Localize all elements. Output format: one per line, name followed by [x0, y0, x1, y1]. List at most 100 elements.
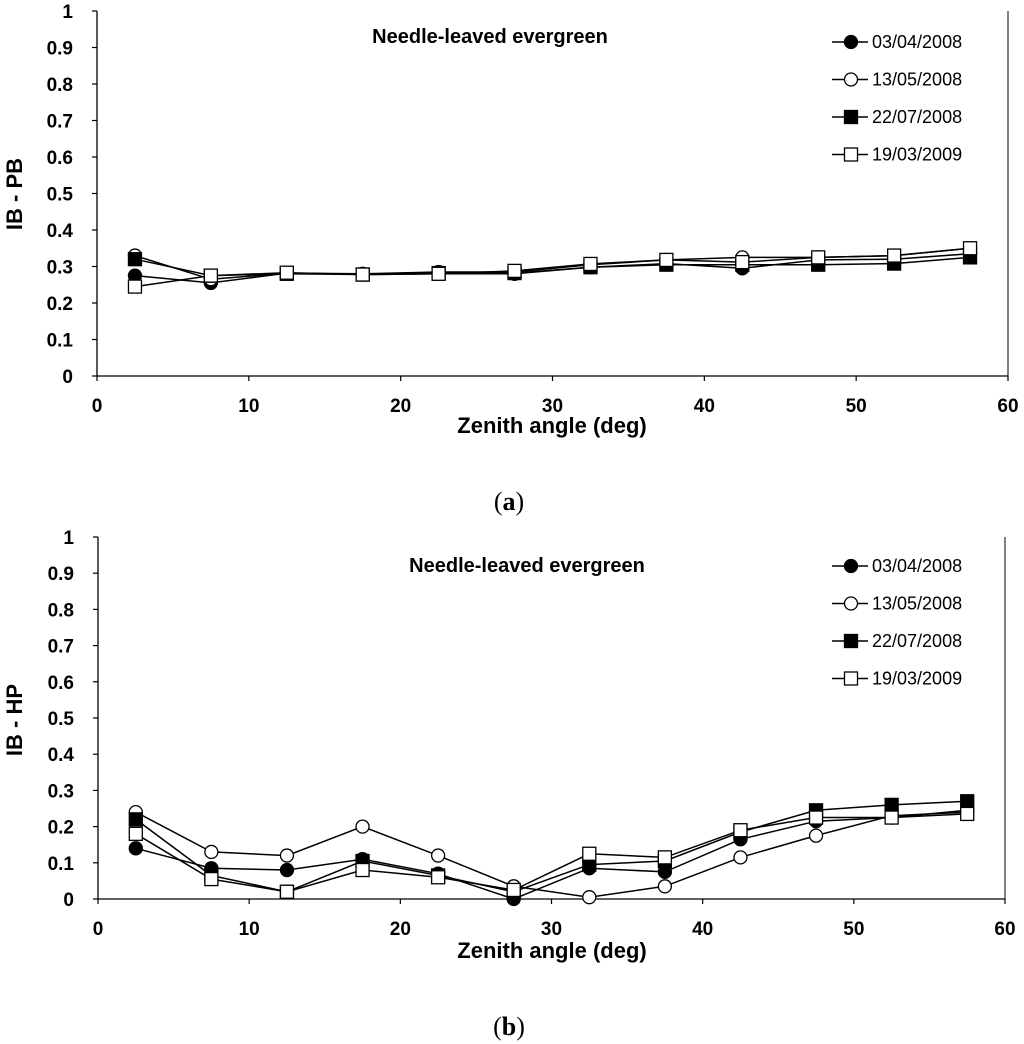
series-4-point: [204, 871, 219, 887]
series-4-point: [733, 823, 748, 838]
x-axis-label: Zenith angle (deg): [457, 413, 646, 438]
legend-marker: [843, 109, 859, 125]
chart-title: Needle-leaved evergreen: [372, 26, 608, 48]
y-tick-label: 0.6: [47, 148, 73, 169]
panel-b: Needle-leaved evergreen Zenith angle (de…: [2, 528, 1016, 1041]
series-4-point: [583, 256, 598, 272]
series-4-point: [582, 846, 597, 861]
y-tick-label: 0.7: [47, 112, 73, 133]
x-tick-label: 20: [390, 396, 411, 417]
series-4-point: [960, 806, 975, 822]
x-tick-label: 30: [542, 396, 563, 417]
legend-label: 19/03/2009: [872, 669, 962, 689]
legend-label: 13/05/2008: [872, 70, 962, 90]
y-tick-label: 0.5: [48, 709, 75, 730]
x-tick-label: 0: [92, 396, 103, 417]
legend-label: 22/07/2008: [872, 107, 962, 127]
legend-marker: [843, 72, 859, 87]
series-4-point: [127, 279, 143, 294]
x-axis-label: Zenith angle (deg): [457, 938, 646, 963]
series-2-point: [657, 879, 673, 894]
series-2-point: [808, 828, 824, 843]
series-4-point: [657, 850, 673, 865]
series-4-point: [735, 254, 750, 270]
series-2-point: [355, 819, 370, 834]
y-axis-label: IB - PB: [2, 158, 27, 230]
legend-label: 22/07/2008: [872, 631, 962, 651]
series-line-3: [134, 256, 971, 277]
x-tick-label: 10: [239, 919, 260, 940]
legend-marker: [843, 596, 859, 611]
legend-marker: [843, 671, 859, 686]
x-tick-label: 0: [93, 919, 104, 940]
y-tick-label: 0.3: [47, 258, 73, 279]
y-tick-label: 0.2: [48, 818, 74, 839]
y-tick-label: 0.8: [48, 600, 74, 621]
series-2-point: [279, 848, 295, 863]
series-4-point: [431, 266, 446, 281]
x-tick-label: 20: [390, 919, 411, 940]
y-tick-label: 0.9: [47, 39, 73, 60]
caption-open-paren: (: [494, 487, 503, 516]
caption-open-paren: (: [493, 1012, 502, 1041]
caption-letter: b: [502, 1012, 516, 1041]
y-tick-label: 1: [62, 2, 73, 23]
legend-marker: [843, 147, 859, 162]
y-tick-label: 0.4: [48, 745, 75, 766]
series-2-point: [733, 850, 748, 865]
x-tick-label: 40: [694, 396, 715, 417]
legend-label: 03/04/2008: [872, 556, 962, 576]
legend-label: 13/05/2008: [872, 594, 962, 614]
legend-marker: [843, 558, 859, 574]
y-tick-label: 0.1: [48, 854, 75, 875]
series-4-point: [962, 241, 978, 256]
series-4-point: [808, 810, 824, 825]
y-tick-label: 1: [63, 528, 74, 549]
series-line-2: [135, 811, 968, 898]
series-line-4: [135, 813, 968, 893]
legend-marker: [843, 633, 859, 649]
x-tick-label: 40: [692, 919, 713, 940]
legend-marker: [843, 34, 859, 50]
series-3-point: [960, 794, 975, 809]
y-tick-label: 0.9: [48, 564, 74, 585]
y-tick-label: 0.7: [48, 637, 74, 658]
panel-caption: (b): [493, 1012, 525, 1041]
series-4-point: [659, 252, 674, 268]
y-tick-label: 0.2: [47, 294, 73, 315]
series-line-3: [135, 800, 968, 893]
panel-caption: (a): [494, 487, 524, 516]
y-tick-label: 0.5: [47, 185, 74, 206]
series-1-point: [279, 862, 295, 878]
series-4-point: [203, 268, 219, 283]
y-tick-label: 0.8: [47, 75, 73, 96]
caption-close-paren: ): [516, 487, 525, 516]
x-tick-label: 10: [238, 396, 259, 417]
x-tick-label: 30: [541, 919, 562, 940]
y-tick-label: 0.6: [48, 673, 74, 694]
series-1-point: [128, 841, 143, 856]
series-4-point: [507, 263, 522, 279]
x-tick-label: 60: [994, 919, 1015, 940]
series-line-1: [135, 809, 968, 900]
series-4-point: [355, 862, 370, 878]
series-4-point: [886, 248, 902, 263]
legend-label: 03/04/2008: [872, 32, 962, 52]
series-3-point: [127, 252, 143, 267]
caption-letter: a: [503, 487, 516, 516]
chart-title: Needle-leaved evergreen: [409, 555, 645, 577]
series-3-point: [884, 797, 899, 813]
y-axis-label: IB - HP: [2, 684, 27, 756]
series-4-point: [811, 250, 826, 265]
y-tick-label: 0.4: [47, 221, 74, 242]
series-4-point: [884, 810, 899, 825]
series-4-point: [506, 882, 521, 898]
y-tick-label: 0: [63, 890, 74, 911]
y-tick-label: 0.1: [47, 331, 74, 352]
series-4-point: [355, 267, 370, 282]
series-4-point: [128, 826, 143, 841]
legend-label: 19/03/2009: [872, 145, 962, 165]
series-2-point: [204, 844, 219, 860]
caption-close-paren: ): [516, 1012, 525, 1041]
